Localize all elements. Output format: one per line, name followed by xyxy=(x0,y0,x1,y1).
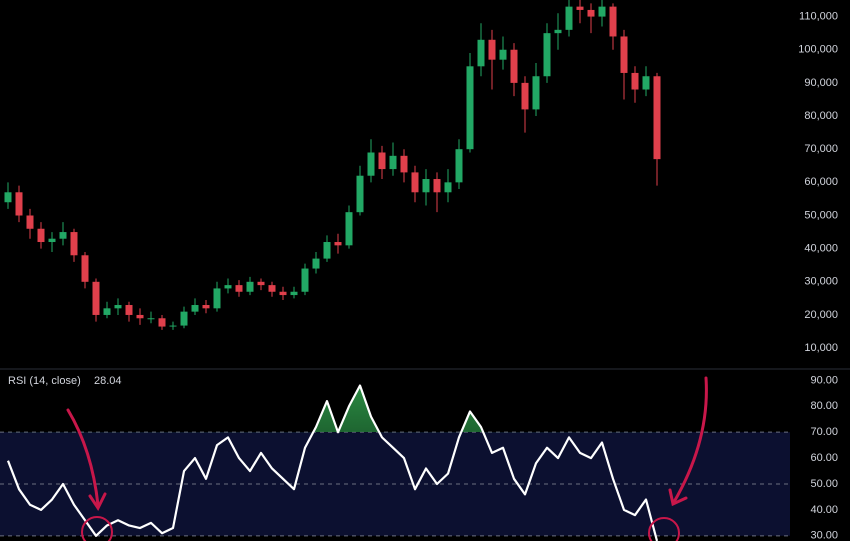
candle-body xyxy=(334,242,342,246)
candle-body xyxy=(246,281,254,292)
candle-body xyxy=(532,76,540,110)
annotations xyxy=(66,376,708,541)
candle-body xyxy=(224,285,232,289)
arrow-left-head xyxy=(88,492,107,511)
candle-body xyxy=(367,152,375,176)
y-tick-label: 50.00 xyxy=(810,478,838,490)
candle-body xyxy=(180,311,188,326)
overbought-fill xyxy=(313,385,484,433)
candle-body xyxy=(59,232,67,239)
y-tick-label: 30,000 xyxy=(804,276,838,288)
candle-body xyxy=(609,6,617,37)
candle-body xyxy=(576,6,584,10)
candle-body xyxy=(15,192,23,216)
y-tick-label: 80,000 xyxy=(804,110,838,122)
candle-body xyxy=(235,285,243,292)
candle-body xyxy=(598,6,606,17)
price-layer xyxy=(4,0,661,330)
candle-body xyxy=(169,325,177,327)
candle-body xyxy=(92,281,100,315)
rsi-layer xyxy=(6,384,659,541)
candle-body xyxy=(510,49,518,83)
y-tick-label: 100,000 xyxy=(798,44,838,56)
candle-body xyxy=(554,29,562,34)
y-tick-label: 10,000 xyxy=(804,342,838,354)
circle-left xyxy=(81,516,113,541)
candle-body xyxy=(202,305,210,309)
candle-body xyxy=(257,281,265,286)
candle-body xyxy=(312,258,320,269)
candle-body xyxy=(455,149,463,183)
y-tick-label: 60.00 xyxy=(810,452,838,464)
candle-body xyxy=(114,305,122,309)
y-tick-label: 60,000 xyxy=(804,176,838,188)
y-tick-label: 30.00 xyxy=(810,530,838,541)
candle-body xyxy=(268,285,276,292)
candle-body xyxy=(323,242,331,259)
candle-body xyxy=(411,172,419,193)
candle-body xyxy=(213,288,221,309)
candle-body xyxy=(37,228,45,243)
candle-body xyxy=(400,155,408,173)
candle-body xyxy=(543,33,551,77)
candle-body xyxy=(477,39,485,67)
candle-body xyxy=(191,305,199,312)
rsi-title: RSI (14, close) xyxy=(8,375,81,387)
arrow-right-head xyxy=(668,488,688,507)
candle-body xyxy=(488,39,496,60)
circle-right xyxy=(648,517,680,541)
candle-body xyxy=(4,192,12,203)
candle-body xyxy=(70,232,78,256)
y-tick-label: 80.00 xyxy=(810,400,838,412)
candle-body xyxy=(103,308,111,315)
candle-body xyxy=(521,82,529,110)
candle-body xyxy=(642,76,650,90)
candle-body xyxy=(290,291,298,296)
candle-body xyxy=(279,291,287,296)
candle-body xyxy=(48,238,56,243)
candle-body xyxy=(631,72,639,90)
candle-body xyxy=(136,314,144,319)
y-tick-label: 90.00 xyxy=(810,374,838,386)
arrow-left xyxy=(66,408,100,507)
y-tick-label: 20,000 xyxy=(804,309,838,321)
candle-body xyxy=(466,66,474,150)
candle-body xyxy=(587,9,595,17)
candle-body xyxy=(499,49,507,60)
candle-body xyxy=(444,182,452,193)
y-tick-label: 70.00 xyxy=(810,426,838,438)
y-tick-label: 40,000 xyxy=(804,243,838,255)
rsi-line xyxy=(6,384,659,541)
candle-body xyxy=(81,255,89,282)
candle-body xyxy=(422,179,430,193)
candle-body xyxy=(26,215,34,229)
candle-body xyxy=(125,305,133,315)
candle-body xyxy=(301,268,309,292)
candle-body xyxy=(378,152,386,170)
candle-body xyxy=(345,212,353,246)
candle-body xyxy=(147,318,155,320)
y-tick-label: 50,000 xyxy=(804,209,838,221)
candle-body xyxy=(158,318,166,327)
arrow-right xyxy=(672,376,708,504)
candle-body xyxy=(356,175,364,213)
rsi-last-value: 28.04 xyxy=(94,375,122,387)
y-tick-label: 110,000 xyxy=(799,10,838,22)
y-tick-label: 40.00 xyxy=(810,504,838,516)
candle-body xyxy=(433,179,441,193)
y-tick-label: 70,000 xyxy=(804,143,838,155)
candle-body xyxy=(653,76,661,160)
candle-body xyxy=(620,36,628,73)
candle-body xyxy=(565,6,573,30)
y-tick-label: 90,000 xyxy=(804,77,838,89)
candle-body xyxy=(389,155,397,170)
